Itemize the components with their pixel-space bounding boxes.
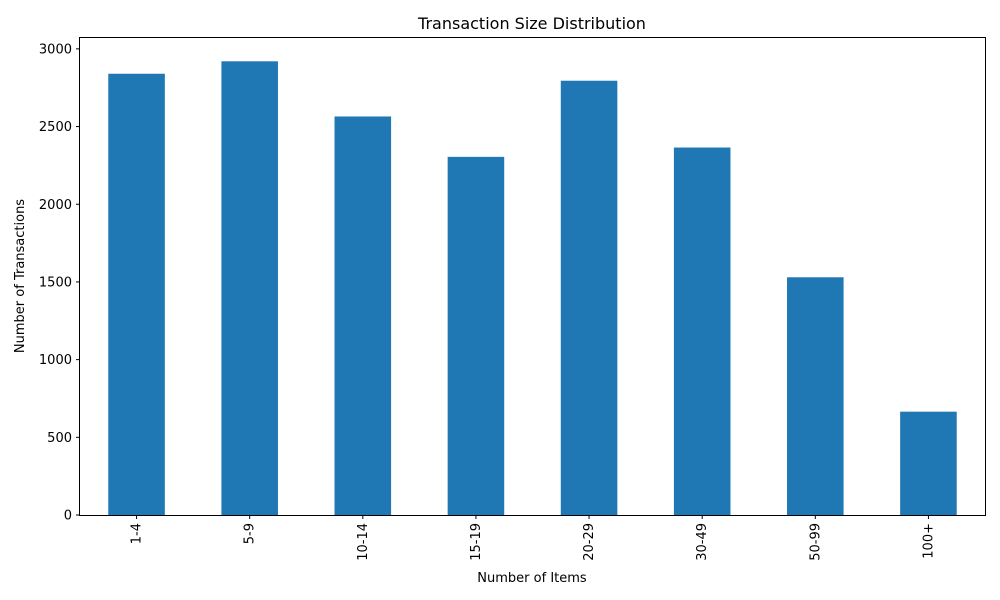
x-tick-label: 15-19 — [469, 523, 484, 561]
bar — [334, 116, 392, 515]
y-tick-label: 0 — [64, 509, 72, 524]
bar — [108, 73, 165, 516]
x-tick-label: 30-49 — [695, 523, 710, 561]
x-tick-label: 1-4 — [130, 523, 145, 544]
x-tick-label: 20-29 — [582, 523, 597, 561]
y-tick-label: 3000 — [39, 42, 72, 57]
bar — [673, 147, 731, 515]
x-axis: 1-4 5-9 10-14 15-19 20-29 30-49 50-99 100+ — [130, 515, 936, 561]
y-axis-label: Number of Transactions — [13, 199, 28, 353]
plot-frame — [79, 37, 986, 516]
bar — [560, 80, 618, 515]
x-tick-label: 10-14 — [356, 523, 371, 561]
bars-group — [108, 61, 957, 516]
bar — [787, 277, 844, 515]
chart-title: Transaction Size Distribution — [417, 14, 646, 33]
y-tick-label: 500 — [47, 431, 72, 446]
y-tick-label: 2000 — [39, 198, 72, 213]
y-tick-label: 2500 — [39, 120, 72, 135]
y-tick-label: 1000 — [39, 353, 72, 368]
y-tick-label: 1500 — [39, 275, 72, 290]
x-tick-label: 50-99 — [808, 523, 823, 561]
bar — [221, 61, 278, 516]
x-tick-label: 100+ — [921, 523, 936, 559]
bar — [447, 156, 505, 515]
x-tick-label: 5-9 — [243, 523, 258, 544]
x-axis-label: Number of Items — [477, 571, 587, 586]
bar — [900, 411, 957, 515]
y-axis: 0 500 1000 1500 2000 2500 3000 — [39, 42, 80, 524]
